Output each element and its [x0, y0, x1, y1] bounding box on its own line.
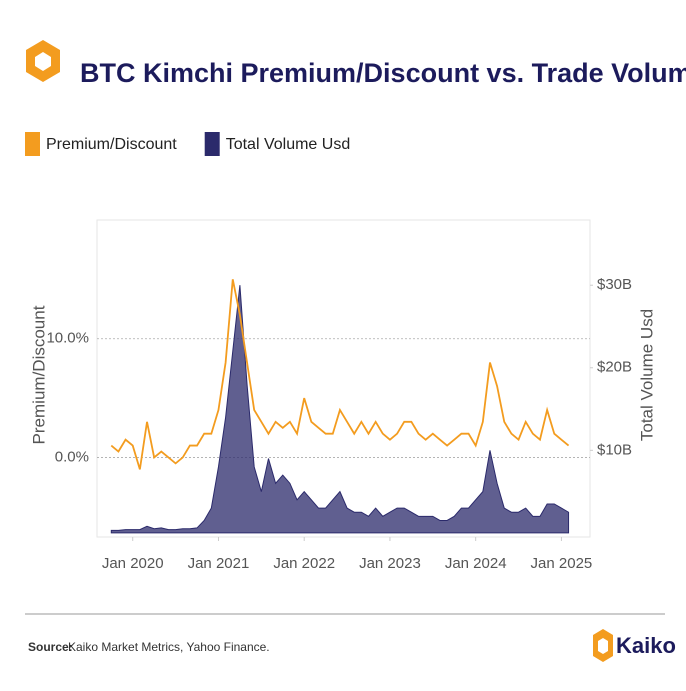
x-tick-label: Jan 2021: [188, 555, 250, 572]
brand-name: Kaiko: [616, 633, 676, 658]
logo: [26, 40, 60, 82]
x-tick-label: Jan 2025: [531, 555, 593, 572]
y-tick-label: 0.0%: [55, 448, 89, 465]
y-tick-label: 10.0%: [46, 330, 89, 347]
y-axis-title: Premium/Discount: [29, 305, 48, 444]
x-tick-label: Jan 2023: [359, 555, 421, 572]
x-tick-label: Jan 2020: [102, 555, 164, 572]
legend-label: Total Volume Usd: [226, 136, 351, 153]
source-label: Source:: [28, 640, 73, 654]
y2-axis-title: Total Volume Usd: [637, 309, 656, 441]
volume-area: [110, 285, 570, 534]
legend-swatch: [204, 132, 220, 156]
legend-swatch: [25, 132, 40, 156]
brand-logo: [593, 629, 613, 662]
legend-label: Premium/Discount: [46, 136, 177, 153]
y2-tick-label: $30B: [597, 276, 632, 293]
chart-title: BTC Kimchi Premium/Discount vs. Trade Vo…: [80, 58, 686, 88]
x-tick-label: Jan 2024: [445, 555, 507, 572]
premium-line: [110, 279, 570, 470]
y2-tick-label: $20B: [597, 359, 632, 376]
plot-frame: [96, 219, 591, 538]
source-text: Kaiko Market Metrics, Yahoo Finance.: [68, 640, 270, 654]
y2-tick-label: $10B: [597, 441, 632, 458]
legend: Premium/Discount Total Volume Usd: [25, 132, 350, 156]
x-tick-label: Jan 2022: [273, 555, 335, 572]
